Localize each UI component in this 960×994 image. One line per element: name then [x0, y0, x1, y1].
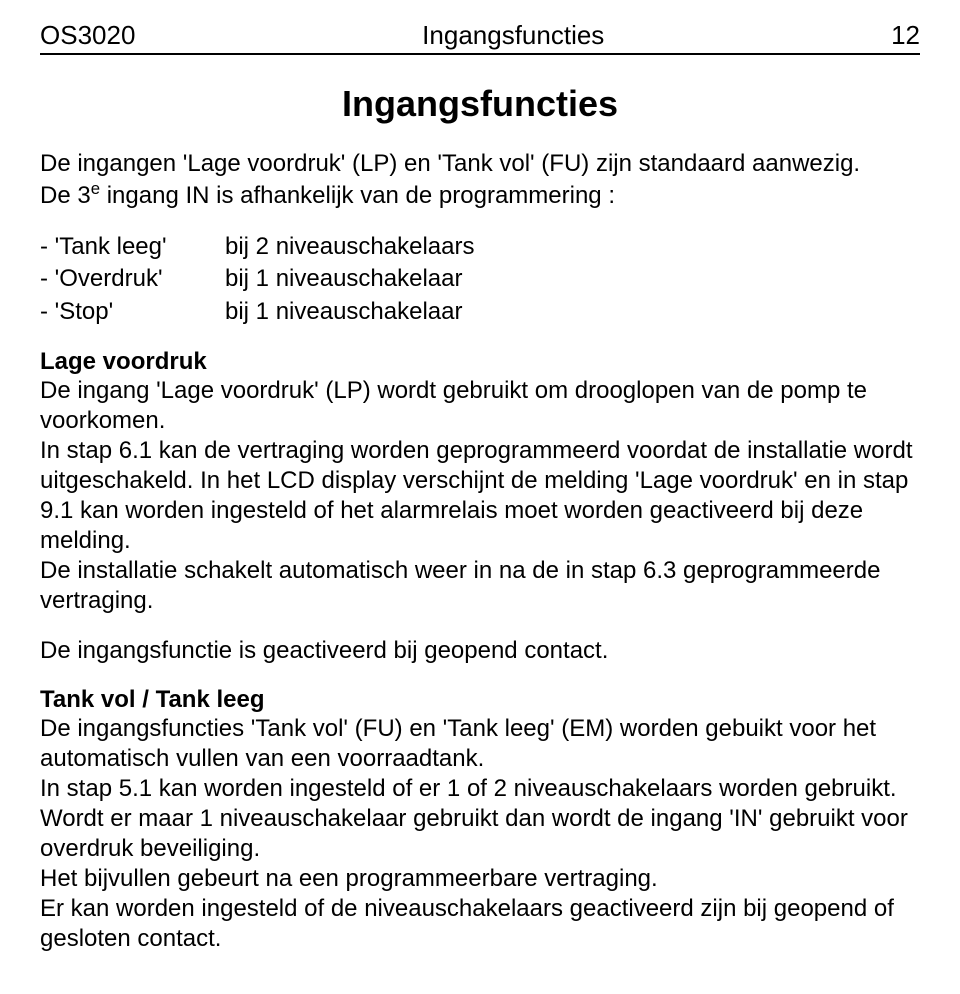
intro-paragraph: De ingangen 'Lage voordruk' (LP) en 'Tan… — [40, 149, 920, 211]
list-item: - 'Overdruk' bij 1 niveauschakelaar — [40, 263, 920, 295]
list-item: - 'Tank leeg' bij 2 niveauschakelaars — [40, 231, 920, 263]
page-title: Ingangsfuncties — [40, 83, 920, 125]
header-left: OS3020 — [40, 20, 135, 51]
list-item-condition: bij 1 niveauschakelaar — [225, 263, 462, 295]
list-item-name: - 'Stop' — [40, 296, 225, 328]
header-center: Ingangsfuncties — [135, 20, 891, 51]
list-item-name: - 'Overdruk' — [40, 263, 225, 295]
page-header: OS3020 Ingangsfuncties 12 — [40, 20, 920, 55]
list-item-condition: bij 2 niveauschakelaars — [225, 231, 474, 263]
intro-line-2-sup: e — [91, 179, 100, 198]
list-item: - 'Stop' bij 1 niveauschakelaar — [40, 296, 920, 328]
list-item-condition: bij 1 niveauschakelaar — [225, 296, 462, 328]
section-text: De installatie schakelt automatisch weer… — [40, 557, 880, 614]
section-text: De ingangsfuncties 'Tank vol' (FU) en 'T… — [40, 715, 876, 772]
intro-line-2-pre: De 3 — [40, 182, 91, 209]
section-heading-lage-voordruk: Lage voordruk — [40, 348, 920, 376]
section-text: De ingang 'Lage voordruk' (LP) wordt geb… — [40, 377, 867, 434]
section-text: Er kan worden ingesteld of de niveauscha… — [40, 895, 894, 952]
section-text: In stap 5.1 kan worden ingesteld of er 1… — [40, 775, 908, 862]
section-paragraph: De ingangsfuncties 'Tank vol' (FU) en 'T… — [40, 714, 920, 954]
document-page: OS3020 Ingangsfuncties 12 Ingangsfunctie… — [0, 0, 960, 994]
section-heading-tank-vol-leeg: Tank vol / Tank leeg — [40, 686, 920, 714]
section-paragraph: De ingang 'Lage voordruk' (LP) wordt geb… — [40, 376, 920, 616]
header-page-number: 12 — [891, 20, 920, 51]
section-text: In stap 6.1 kan de vertraging worden gep… — [40, 437, 913, 554]
intro-line-2-post: ingang IN is afhankelijk van de programm… — [100, 182, 615, 209]
list-item-name: - 'Tank leeg' — [40, 231, 225, 263]
input-dependency-list: - 'Tank leeg' bij 2 niveauschakelaars - … — [40, 231, 920, 328]
section-paragraph: De ingangsfunctie is geactiveerd bij geo… — [40, 636, 920, 666]
section-text: Het bijvullen gebeurt na een programmeer… — [40, 865, 658, 892]
intro-line-1: De ingangen 'Lage voordruk' (LP) en 'Tan… — [40, 150, 860, 177]
